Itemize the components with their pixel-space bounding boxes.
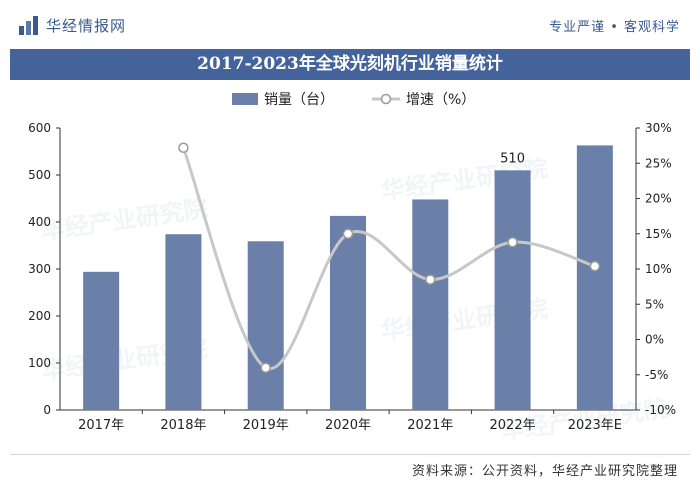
growth-point [425, 274, 436, 285]
growth-series-line [182, 147, 596, 371]
right-tick-label: 15% [645, 227, 672, 241]
footer-divider [10, 454, 690, 455]
growth-point [178, 142, 189, 153]
bar [83, 271, 120, 410]
chart-canvas: 0 100 200 300 400 500 600 -10% -5% 0% 5% 10% 15% 20% 2… [28, 92, 676, 433]
bar-data-label: 510 [500, 151, 525, 166]
right-tick-label: 5% [645, 297, 664, 311]
right-tick-label: 10% [645, 262, 672, 276]
left-tick-label: 400 [28, 215, 51, 229]
left-tick-label: 0 [43, 403, 51, 417]
left-tick-label: 100 [28, 356, 51, 370]
x-tick-label: 2019年 [243, 418, 289, 433]
growth-point [260, 362, 271, 373]
bar [330, 215, 366, 410]
left-tick-label: 500 [28, 168, 51, 182]
x-tick-label: 2018年 [160, 418, 206, 433]
bar [576, 145, 613, 410]
bar [165, 234, 202, 410]
right-tick-label: 25% [645, 156, 672, 170]
bar [494, 170, 531, 410]
right-tick-label: 20% [645, 192, 672, 206]
header-bar: 华经情报网 专业严谨 • 客观科学 [0, 0, 700, 50]
legend-swatch-bar [232, 93, 258, 105]
chart-title: 2017-2023年全球光刻机行业销量统计 [10, 49, 690, 80]
x-tick-label: 2017年 [78, 418, 124, 433]
right-tick-label: -5% [645, 368, 668, 382]
x-tick-label: 2023年E [568, 418, 622, 433]
legend-marker [380, 93, 392, 105]
bar [247, 241, 284, 410]
slogan: 专业严谨 • 客观科学 [549, 20, 680, 35]
growth-point [507, 236, 518, 248]
left-tick-label: 300 [28, 262, 51, 276]
bar [412, 199, 449, 410]
growth-point [589, 260, 601, 272]
x-tick-label: 2021年 [407, 418, 453, 433]
legend-label-sales: 销量（台） [264, 92, 334, 108]
right-tick-label: -10% [645, 403, 676, 417]
x-tick-label: 2020年 [325, 418, 371, 433]
x-tick-label: 2022年 [490, 418, 536, 433]
right-tick-label: 0% [645, 333, 664, 347]
bar-chart-logo-icon [19, 16, 38, 35]
brand: 华经情报网 [18, 14, 126, 36]
legend-label-growth: 增速（%） [406, 92, 475, 108]
growth-point [342, 228, 354, 239]
brand-name: 华经情报网 [46, 16, 127, 35]
left-tick-label: 200 [28, 309, 51, 323]
source-note: 资料来源：公开资料，华经产业研究院整理 [411, 464, 678, 479]
left-tick-label: 600 [28, 121, 51, 135]
right-tick-label: 30% [645, 121, 672, 135]
